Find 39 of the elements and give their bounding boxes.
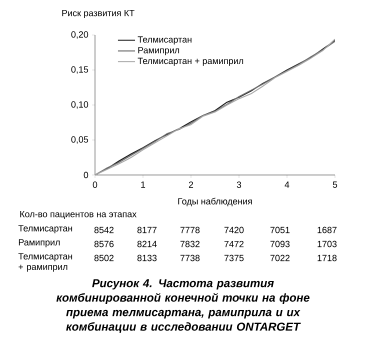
text: Телмисартан + рамиприл [18,253,72,272]
y-axis-title: Риск развития КТ [62,10,134,18]
text: 8576 [94,240,114,248]
y-tick-label: 0,15 [71,66,88,74]
text: 8177 [137,226,157,234]
x-axis-title: Годы наблюдения [178,198,252,206]
text: 8214 [137,240,157,248]
x-tick-label: 2 [188,182,194,188]
text: 1703 [318,240,337,248]
y-tick-label: 0,05 [71,136,88,144]
text: 8502 [94,254,114,262]
text: 7420 [224,226,244,234]
text: 7832 [180,240,200,248]
legend-label: Телмисартан [138,36,192,44]
text: 7472 [224,240,244,248]
x-tick-label: 1 [141,182,146,188]
text: 1687 [318,226,337,234]
text: 7738 [180,254,200,262]
y-tick-label: 0,20 [71,31,88,39]
x-tick-label: 0 [92,182,98,188]
legend-label: Телмисартан + рамиприл [138,58,244,66]
x-tick-label: 4 [284,182,290,188]
x-tick-label: 5 [332,182,338,188]
text: 7778 [180,226,200,234]
text: 7051 [270,226,290,234]
text: 8133 [137,254,157,262]
y-tick-label: 0 [84,172,88,178]
text: Рамиприл [18,239,60,248]
text: 7375 [224,254,244,262]
text: 7093 [270,240,290,248]
text: Кол-во пациентов на этапах [20,211,137,219]
x-tick-label: 3 [236,182,242,188]
text: Рисунок 4. Частота развития комбинированной конечной точки на фоне приема телмисартана, рамиприла и их комбинации в исследовании ONTARGET [56,279,310,333]
text: Телмисартан [18,225,72,234]
text: 1718 [318,254,337,262]
text: 7022 [270,254,290,262]
y-tick-label: 0,10 [71,101,88,109]
legend-label: Рамиприл [138,47,180,56]
text: 8542 [94,226,114,234]
